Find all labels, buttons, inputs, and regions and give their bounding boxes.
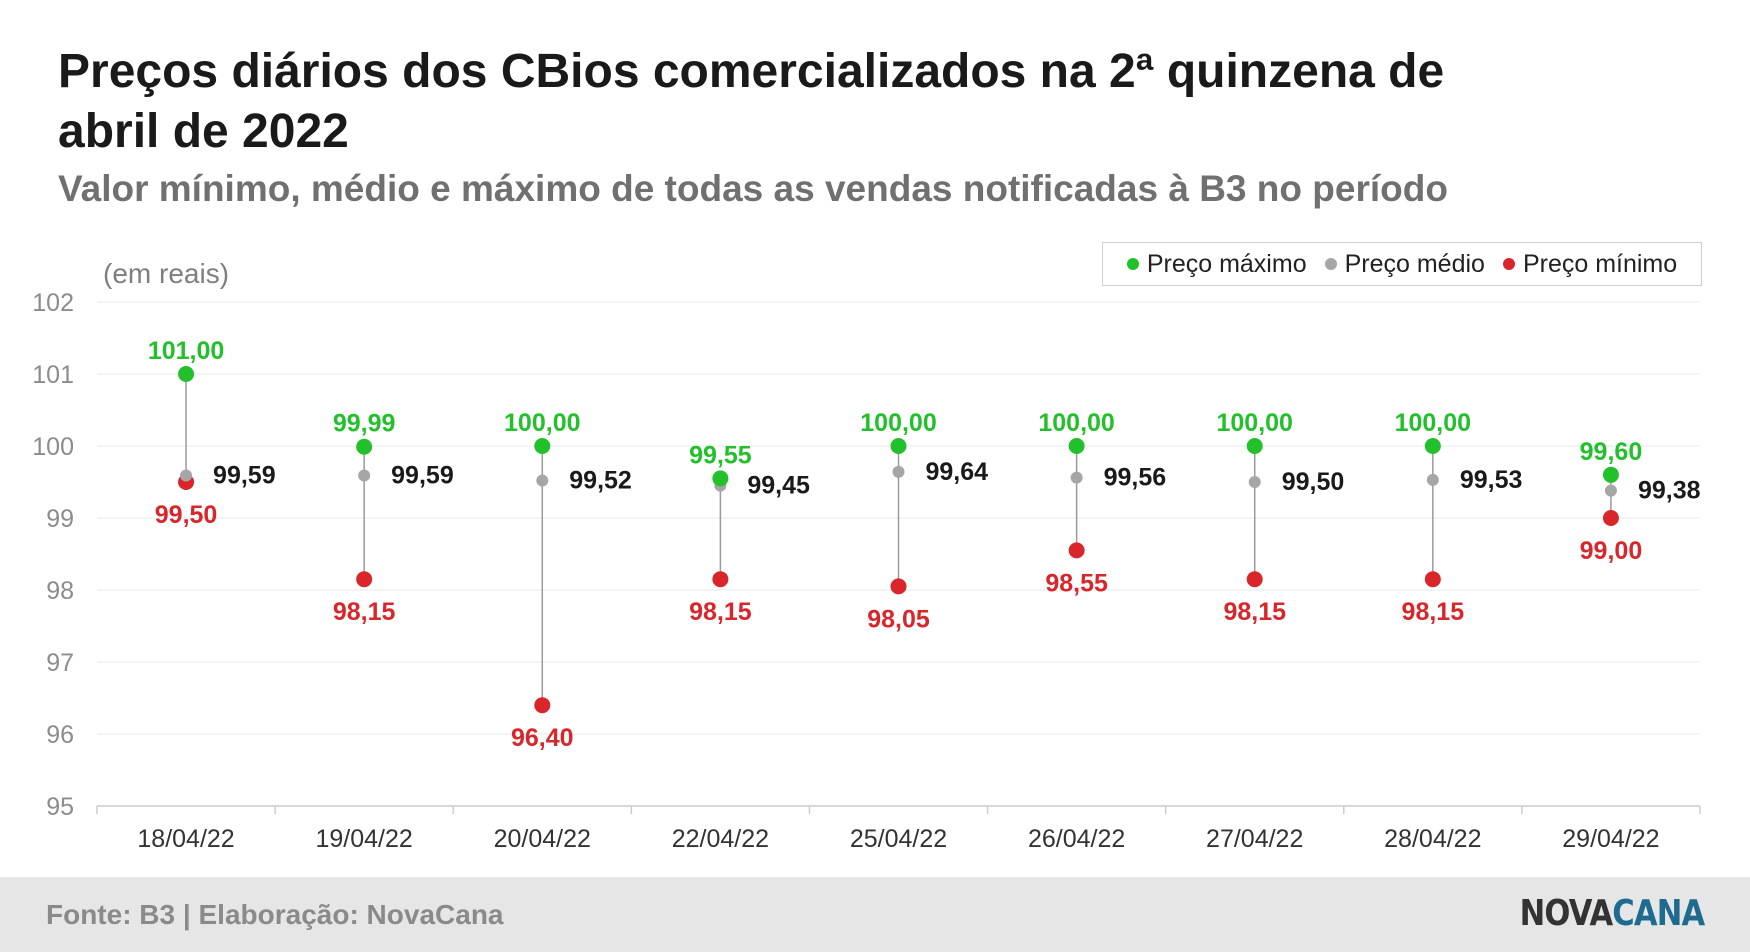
- max-data-label: 100,00: [1216, 409, 1292, 437]
- y-tick-label: 96: [46, 721, 74, 749]
- max-point: [534, 438, 551, 454]
- mean-data-label: 99,59: [391, 462, 454, 490]
- min-point: [1246, 571, 1263, 588]
- footer: Fonte: B3 | Elaboração: NovaCana NOVACAN…: [0, 877, 1750, 952]
- max-data-label: 99,99: [333, 410, 396, 438]
- legend-item-mean: Preço médio: [1324, 249, 1485, 279]
- novacana-logo: NOVACANA: [1519, 893, 1705, 934]
- min-data-label: 98,05: [867, 605, 930, 633]
- max-point: [890, 438, 907, 454]
- chart-title: Preços diários dos CBios comercializados…: [58, 45, 1445, 158]
- max-data-label: 100,00: [1038, 409, 1114, 437]
- min-point: [1424, 571, 1441, 588]
- min-point: [356, 571, 373, 588]
- max-data-label: 100,00: [1395, 409, 1471, 437]
- min-point: [534, 697, 551, 714]
- legend-item-max: Preço máximo: [1126, 249, 1307, 279]
- mean-data-label: 99,56: [1104, 464, 1167, 492]
- legend-item-min: Preço mínimo: [1502, 249, 1678, 279]
- max-data-label: 101,00: [148, 337, 224, 365]
- mean-data-label: 99,59: [213, 462, 276, 490]
- legend-label-min: Preço mínimo: [1522, 249, 1678, 278]
- y-tick-label: 99: [46, 505, 74, 533]
- mean-point: [1248, 476, 1261, 488]
- mean-point: [1070, 471, 1083, 484]
- mean-data-label: 99,38: [1638, 477, 1701, 505]
- x-tick-label: 28/04/22: [1384, 825, 1481, 853]
- max-point: [178, 366, 195, 382]
- mean-point: [1426, 473, 1439, 486]
- max-point: [356, 438, 373, 455]
- max-point: [1068, 438, 1085, 454]
- min-data-label: 99,00: [1580, 537, 1643, 565]
- min-data-label: 98,15: [1223, 598, 1286, 626]
- x-tick-label: 18/04/22: [137, 825, 234, 853]
- max-point: [1602, 466, 1619, 483]
- max-point: [1424, 438, 1441, 454]
- min-data-label: 98,15: [333, 598, 396, 626]
- legend-dot-mean: [1324, 258, 1337, 270]
- max-data-label: 99,60: [1580, 438, 1643, 466]
- min-point: [712, 571, 729, 588]
- x-tick-label: 25/04/22: [850, 825, 947, 853]
- min-point: [1068, 542, 1085, 559]
- min-data-label: 98,15: [689, 598, 752, 626]
- mean-point: [892, 465, 905, 478]
- legend-label-max: Preço máximo: [1146, 249, 1307, 278]
- legend-label-mean: Preço médio: [1344, 249, 1485, 278]
- y-tick-label: 101: [32, 361, 74, 389]
- x-tick-label: 26/04/22: [1028, 825, 1125, 853]
- x-tick-label: 27/04/22: [1206, 825, 1303, 853]
- min-data-label: 98,55: [1045, 569, 1108, 597]
- mean-data-label: 99,64: [926, 458, 989, 486]
- mean-data-label: 99,53: [1460, 466, 1523, 494]
- min-point: [1602, 510, 1619, 526]
- source-note: Fonte: B3 | Elaboração: NovaCana: [46, 899, 504, 930]
- x-tick-label: 22/04/22: [672, 825, 769, 853]
- min-data-label: 99,50: [155, 501, 218, 529]
- y-tick-label: 98: [46, 577, 74, 605]
- unit-note: (em reais): [103, 258, 230, 289]
- mean-point: [1604, 484, 1617, 497]
- max-data-label: 100,00: [504, 409, 580, 437]
- legend: Preço máximo Preço médio Preço mínimo: [1102, 242, 1702, 286]
- legend-dot-max: [1126, 258, 1139, 270]
- legend-dot-min: [1502, 258, 1515, 270]
- min-data-label: 98,15: [1402, 598, 1465, 626]
- y-tick-label: 97: [46, 649, 74, 677]
- mean-point: [358, 469, 371, 482]
- mean-point: [180, 469, 193, 482]
- max-data-label: 99,55: [689, 441, 752, 469]
- max-point: [1246, 438, 1263, 454]
- min-data-label: 96,40: [511, 724, 574, 752]
- y-tick-label: 100: [32, 433, 74, 461]
- price-chart: 95 96 97 98 99 100 101 102 18/04/22 19/04/22 20/04…: [32, 289, 1701, 853]
- min-point: [890, 578, 907, 595]
- max-point: [712, 470, 729, 487]
- mean-data-label: 99,50: [1282, 468, 1345, 496]
- mean-point: [536, 474, 549, 487]
- y-tick-label: 95: [46, 793, 74, 821]
- x-tick-label: 19/04/22: [316, 825, 413, 853]
- mean-data-label: 99,45: [747, 472, 810, 500]
- chart-subtitle: Valor mínimo, médio e máximo de todas as…: [58, 168, 1448, 209]
- mean-data-label: 99,52: [569, 467, 632, 495]
- y-tick-label: 102: [32, 289, 74, 317]
- x-tick-label: 20/04/22: [494, 825, 591, 853]
- max-data-label: 100,00: [860, 409, 936, 437]
- x-tick-label: 29/04/22: [1562, 825, 1659, 853]
